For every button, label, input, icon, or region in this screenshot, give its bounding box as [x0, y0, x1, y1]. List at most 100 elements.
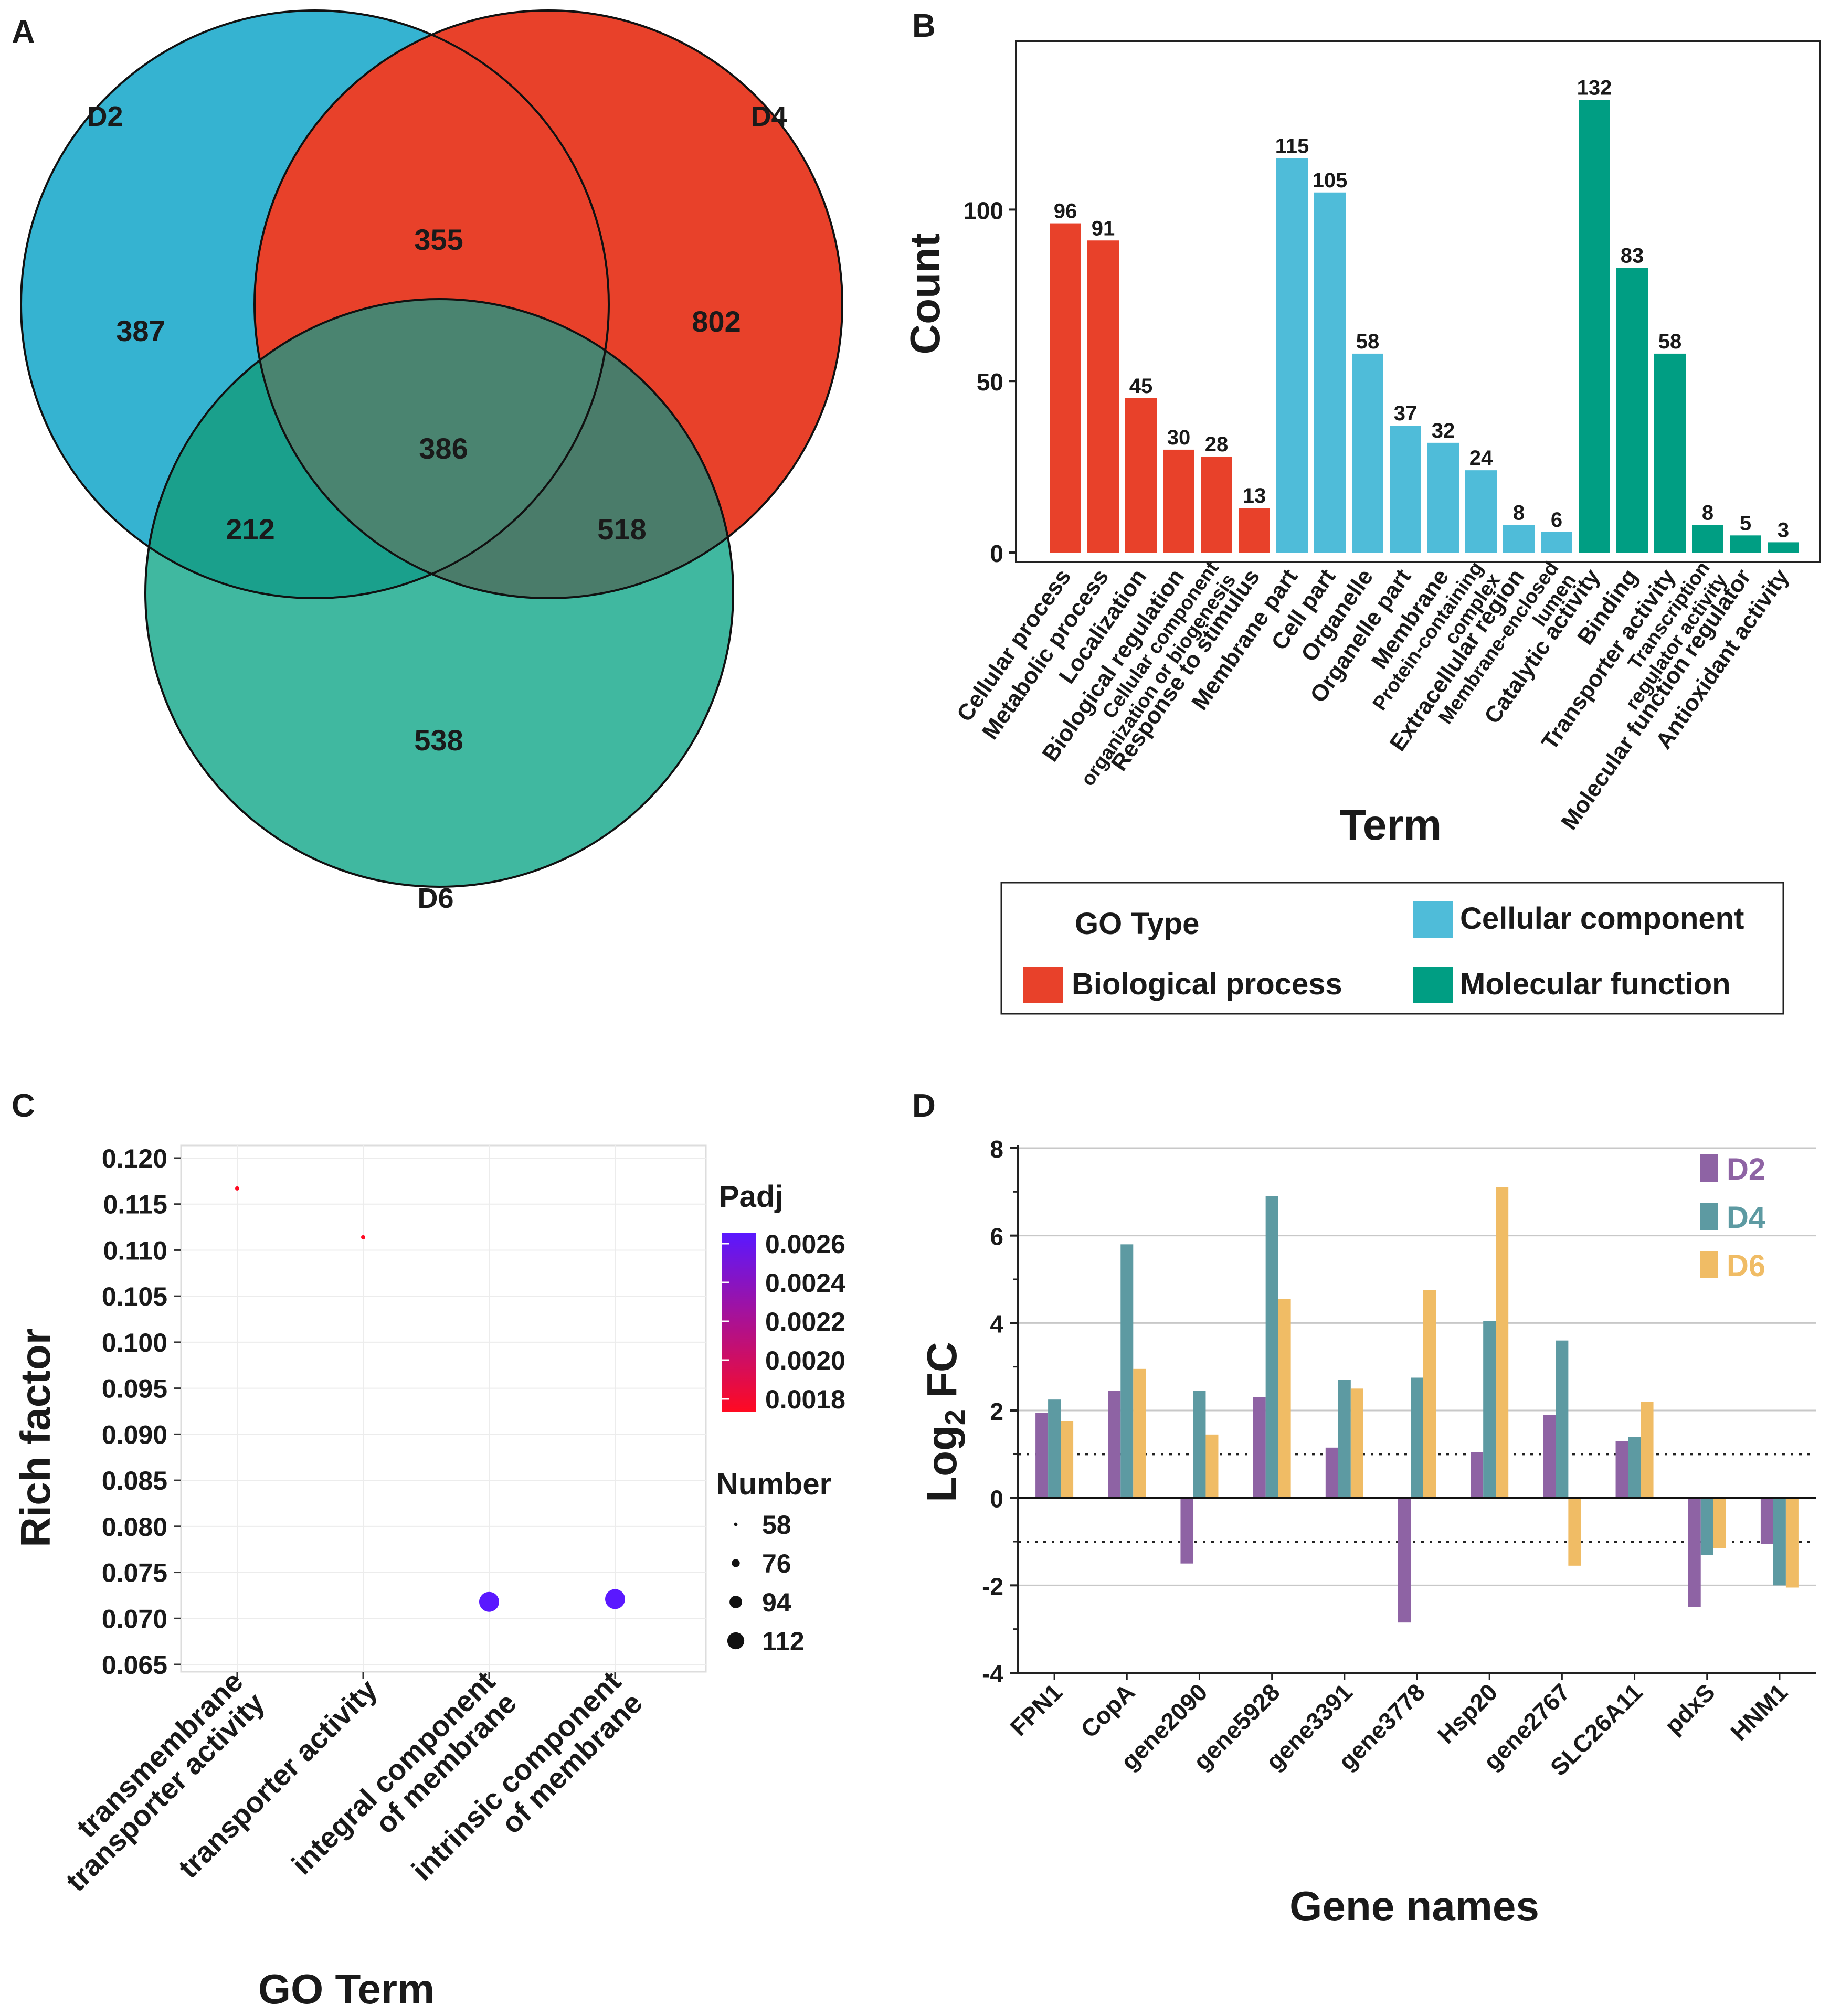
y-tick-label: -2	[982, 1573, 1003, 1600]
y-tick-label: 0.115	[103, 1190, 167, 1219]
bar-hsp20-d4	[1483, 1321, 1496, 1498]
padj-legend-title: Padj	[719, 1180, 784, 1214]
panel-b-label: B	[912, 8, 936, 44]
size-legend-label: 94	[762, 1588, 791, 1617]
bar-copa-d2	[1108, 1391, 1121, 1498]
venn-label-d2: D2	[87, 101, 123, 132]
y-tick-label: 6	[990, 1223, 1003, 1250]
bar-membrane-part	[1276, 158, 1308, 553]
venn-count-d2-d6: 212	[226, 513, 274, 546]
bar-localization	[1125, 398, 1157, 553]
bar-gene3778-d4	[1411, 1377, 1423, 1498]
bar-hnm1-d2	[1760, 1498, 1773, 1544]
padj-label: 0.0024	[765, 1268, 845, 1298]
legend-box	[1000, 882, 1784, 1015]
data-label-protein-containing-complex: 24	[1469, 447, 1493, 470]
data-label-catalytic-activity: 132	[1577, 76, 1612, 99]
chart-b-bars	[1050, 100, 1799, 553]
chart-d-y-axis-title: Log2 FC	[918, 1342, 971, 1502]
data-label-response-to-stimulus: 13	[1243, 484, 1266, 507]
bar-copa-d6	[1133, 1368, 1146, 1498]
bar-hsp20-d6	[1496, 1187, 1509, 1498]
panel-a-label: A	[12, 14, 35, 50]
number-legend-title: Number	[716, 1467, 831, 1501]
point-transporter-activity	[361, 1235, 365, 1239]
y-tick-label: 4	[990, 1310, 1003, 1338]
legend-label-molecular-function: Molecular function	[1460, 967, 1731, 1001]
venn-label-d6: D6	[417, 883, 453, 914]
bar-gene5928-d4	[1265, 1196, 1278, 1498]
data-label-localization: 45	[1129, 375, 1153, 398]
bar-gene3391-d6	[1350, 1388, 1363, 1498]
bar-fpn1-d6	[1061, 1421, 1074, 1498]
y-tick-label: 0.090	[102, 1420, 167, 1449]
size-legend-label: 76	[762, 1549, 791, 1578]
data-label-membrane-part: 115	[1275, 134, 1309, 157]
legend-swatch-d4	[1700, 1203, 1718, 1230]
point-intrinsic-component-of-membrane	[605, 1589, 625, 1609]
bar-slc26a11-d6	[1641, 1402, 1654, 1498]
chart-b-x-axis-title: Term	[1340, 801, 1442, 849]
data-label-cell-part: 105	[1313, 169, 1348, 192]
bar-catalytic-activity	[1579, 100, 1610, 553]
bar-response-to-stimulus	[1239, 508, 1270, 553]
chart-c-number-legend: Number 58 76 94 112	[716, 1467, 831, 1656]
panel-d-label: D	[912, 1088, 936, 1124]
data-label-membrane: 32	[1432, 419, 1455, 442]
bar-cellular-process	[1050, 223, 1081, 553]
bar-gene2090-d6	[1205, 1434, 1219, 1498]
log2fc-bar-chart: -4 -2 0 2 4 6 8 FPN1 CopAgene2090gene5928gene33…	[918, 1136, 1816, 1929]
y-tick-label: 0	[990, 540, 1003, 567]
data-label-cellular-process: 96	[1054, 200, 1077, 223]
bar-gene2767-d4	[1556, 1340, 1569, 1498]
size-legend-dot	[734, 1522, 738, 1526]
bar-gene2767-d2	[1543, 1415, 1556, 1498]
chart-b-frame	[1015, 40, 1821, 563]
bar-biological-regulation	[1163, 449, 1194, 553]
data-label-molecular-function-regulator: 5	[1740, 512, 1751, 535]
data-label-biological-regulation: 30	[1167, 426, 1191, 449]
chart-c-x-tick-labels: transmembranetransporter activitytranspo…	[38, 1664, 649, 1897]
data-label-transporter-activity: 58	[1658, 330, 1682, 353]
venn-count-all: 386	[419, 432, 468, 465]
chart-c-x-axis-title: GO Term	[258, 1966, 435, 2012]
legend-swatch-molecular-function	[1413, 967, 1453, 1003]
chart-c-padj-legend: Padj 0.0026 0.0024 0.0022 0.0020 0.0018	[719, 1180, 845, 1414]
legend-swatch-d6	[1700, 1251, 1718, 1278]
chart-d-axes: -4 -2 0 2 4 6 8	[982, 1136, 1816, 1688]
y-tick-label: 0.070	[102, 1604, 167, 1633]
venn-label-d4: D4	[750, 101, 787, 132]
bar-binding	[1616, 268, 1648, 553]
venn-outline-d4	[253, 9, 843, 599]
bar-transcription-regulator-activity	[1692, 525, 1723, 553]
chart-b-legend: GO Type Biological process Cellular comp…	[1000, 882, 1784, 1015]
x-tick-label-pdxs: pdxS	[1659, 1678, 1720, 1739]
x-tick-label-transmembrane-transporter-activity: transmembranetransporter activity	[38, 1664, 271, 1897]
bar-slc26a11-d2	[1615, 1441, 1628, 1498]
data-label-metabolic-process: 91	[1092, 217, 1115, 240]
bar-gene3391-d4	[1338, 1380, 1351, 1498]
data-label-organelle-part: 37	[1394, 402, 1418, 425]
bar-gene5928-d2	[1253, 1397, 1266, 1498]
size-legend-label: 58	[762, 1510, 791, 1540]
padj-colorbar	[722, 1233, 756, 1412]
point-integral-component-of-membrane	[479, 1591, 499, 1612]
chart-d-x-tick-labels: FPN1 CopAgene2090gene5928gene3391gene3778…	[1004, 1678, 1793, 1781]
bar-protein-containing-complex	[1465, 470, 1497, 553]
legend-title: GO Type	[1075, 907, 1199, 941]
y-tick-label: 0.075	[102, 1558, 167, 1588]
panel-c-label: C	[12, 1088, 35, 1124]
size-legend-dot	[727, 1632, 745, 1650]
venn-count-d2-d4: 355	[414, 223, 463, 256]
data-label-extracellular-region: 8	[1513, 502, 1525, 525]
venn-count-d2-only: 387	[116, 314, 165, 347]
bar-fpn1-d2	[1035, 1413, 1049, 1498]
size-legend-dot	[732, 1559, 740, 1567]
padj-label: 0.0020	[765, 1346, 845, 1375]
venn-count-d4-d6: 518	[597, 513, 646, 546]
bar-metabolic-process	[1087, 240, 1119, 553]
bar-pdxs-d6	[1713, 1498, 1726, 1548]
bar-gene3778-d2	[1398, 1498, 1411, 1623]
